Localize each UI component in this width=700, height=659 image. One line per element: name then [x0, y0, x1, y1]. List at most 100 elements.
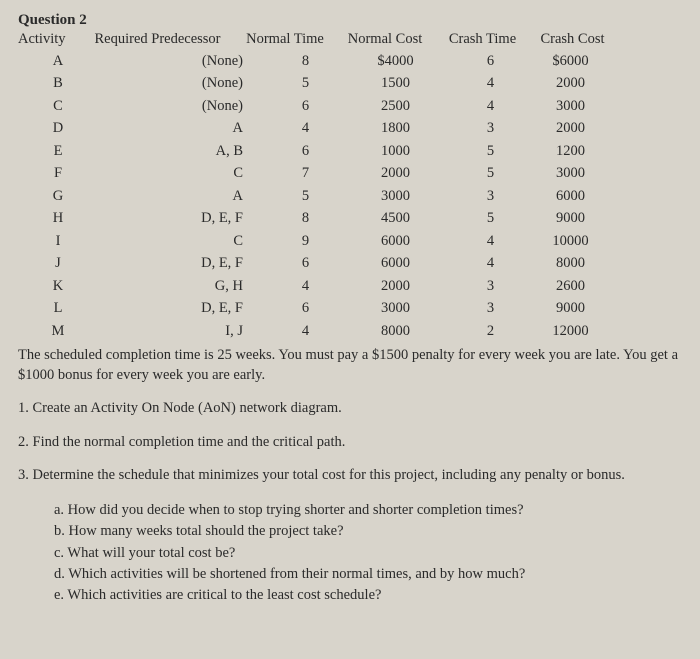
table-row: GA5300036000	[18, 185, 682, 207]
table-row: HD, E, F8450059000	[18, 207, 682, 229]
cell-crash-time: 3	[453, 275, 528, 297]
sub-question-b: b. How many weeks total should the proje…	[54, 521, 682, 541]
cell-normal-cost: 6000	[338, 230, 453, 252]
cell-crash-cost: 12000	[528, 320, 613, 342]
cell-normal-cost: 3000	[338, 297, 453, 319]
cell-activity: M	[18, 320, 98, 342]
cell-normal-time: 8	[273, 207, 338, 229]
cell-normal-time: 7	[273, 162, 338, 184]
cell-crash-time: 5	[453, 207, 528, 229]
sub-question-c: c. What will your total cost be?	[54, 543, 682, 563]
cell-predecessor: (None)	[98, 95, 273, 117]
sub-question-e: e. Which activities are critical to the …	[54, 585, 682, 605]
cell-normal-time: 6	[273, 297, 338, 319]
header-crash-time: Crash Time	[435, 31, 530, 48]
scenario-text: The scheduled completion time is 25 week…	[18, 346, 682, 385]
cell-normal-time: 4	[273, 117, 338, 139]
header-normal-time: Normal Time	[235, 31, 335, 48]
table-row: B(None)5150042000	[18, 72, 682, 94]
cell-normal-time: 6	[273, 95, 338, 117]
header-normal-cost: Normal Cost	[335, 31, 435, 48]
cell-crash-cost: 10000	[528, 230, 613, 252]
cell-crash-time: 3	[453, 297, 528, 319]
cell-normal-cost: 4500	[338, 207, 453, 229]
cell-normal-cost: 1500	[338, 72, 453, 94]
cell-activity: C	[18, 95, 98, 117]
cell-crash-cost: $6000	[528, 50, 613, 72]
header-predecessor: Required Predecessor	[80, 31, 235, 48]
cell-activity: J	[18, 252, 98, 274]
cell-normal-cost: 1800	[338, 117, 453, 139]
table-row: EA, B6100051200	[18, 140, 682, 162]
cell-activity: I	[18, 230, 98, 252]
cell-activity: F	[18, 162, 98, 184]
cell-crash-cost: 6000	[528, 185, 613, 207]
table-row: MI, J48000212000	[18, 320, 682, 342]
question-1: 1. Create an Activity On Node (AoN) netw…	[18, 399, 682, 419]
cell-crash-cost: 2000	[528, 117, 613, 139]
cell-activity: G	[18, 185, 98, 207]
cell-predecessor: A	[98, 185, 273, 207]
activity-table: Activity Required Predecessor Normal Tim…	[18, 31, 682, 342]
table-row: IC96000410000	[18, 230, 682, 252]
table-row: FC7200053000	[18, 162, 682, 184]
cell-crash-cost: 3000	[528, 162, 613, 184]
table-row: LD, E, F6300039000	[18, 297, 682, 319]
cell-activity: E	[18, 140, 98, 162]
cell-normal-time: 8	[273, 50, 338, 72]
cell-normal-cost: 2500	[338, 95, 453, 117]
cell-normal-time: 6	[273, 140, 338, 162]
cell-crash-time: 4	[453, 252, 528, 274]
cell-crash-time: 6	[453, 50, 528, 72]
question-label: Question 2	[18, 12, 682, 29]
cell-predecessor: D, E, F	[98, 207, 273, 229]
cell-crash-time: 3	[453, 117, 528, 139]
cell-normal-cost: 2000	[338, 275, 453, 297]
table-row: DA4180032000	[18, 117, 682, 139]
cell-crash-cost: 1200	[528, 140, 613, 162]
header-crash-cost: Crash Cost	[530, 31, 615, 48]
cell-normal-cost: 3000	[338, 185, 453, 207]
cell-predecessor: C	[98, 162, 273, 184]
cell-crash-time: 4	[453, 72, 528, 94]
cell-predecessor: A	[98, 117, 273, 139]
cell-predecessor: D, E, F	[98, 297, 273, 319]
cell-crash-cost: 2600	[528, 275, 613, 297]
cell-crash-time: 5	[453, 140, 528, 162]
cell-predecessor: G, H	[98, 275, 273, 297]
cell-activity: D	[18, 117, 98, 139]
table-header-row: Activity Required Predecessor Normal Tim…	[18, 31, 682, 48]
cell-crash-cost: 8000	[528, 252, 613, 274]
sub-question-d: d. Which activities will be shortened fr…	[54, 564, 682, 584]
cell-crash-cost: 9000	[528, 207, 613, 229]
cell-crash-cost: 3000	[528, 95, 613, 117]
sub-question-list: a. How did you decide when to stop tryin…	[18, 500, 682, 605]
cell-crash-time: 2	[453, 320, 528, 342]
table-row: C(None)6250043000	[18, 95, 682, 117]
table-row: JD, E, F6600048000	[18, 252, 682, 274]
cell-predecessor: C	[98, 230, 273, 252]
table-row: KG, H4200032600	[18, 275, 682, 297]
cell-predecessor: D, E, F	[98, 252, 273, 274]
cell-normal-cost: $4000	[338, 50, 453, 72]
cell-normal-time: 9	[273, 230, 338, 252]
question-3: 3. Determine the schedule that minimizes…	[18, 466, 682, 486]
question-2: 2. Find the normal completion time and t…	[18, 433, 682, 453]
cell-normal-time: 4	[273, 275, 338, 297]
cell-normal-cost: 8000	[338, 320, 453, 342]
table-row: A(None)8$40006$6000	[18, 50, 682, 72]
cell-crash-time: 4	[453, 230, 528, 252]
cell-normal-time: 5	[273, 185, 338, 207]
cell-activity: K	[18, 275, 98, 297]
cell-predecessor: I, J	[98, 320, 273, 342]
cell-crash-time: 4	[453, 95, 528, 117]
cell-crash-time: 5	[453, 162, 528, 184]
header-activity: Activity	[18, 31, 80, 48]
cell-crash-cost: 2000	[528, 72, 613, 94]
cell-predecessor: (None)	[98, 50, 273, 72]
cell-predecessor: (None)	[98, 72, 273, 94]
cell-activity: L	[18, 297, 98, 319]
cell-normal-time: 6	[273, 252, 338, 274]
cell-predecessor: A, B	[98, 140, 273, 162]
cell-crash-cost: 9000	[528, 297, 613, 319]
